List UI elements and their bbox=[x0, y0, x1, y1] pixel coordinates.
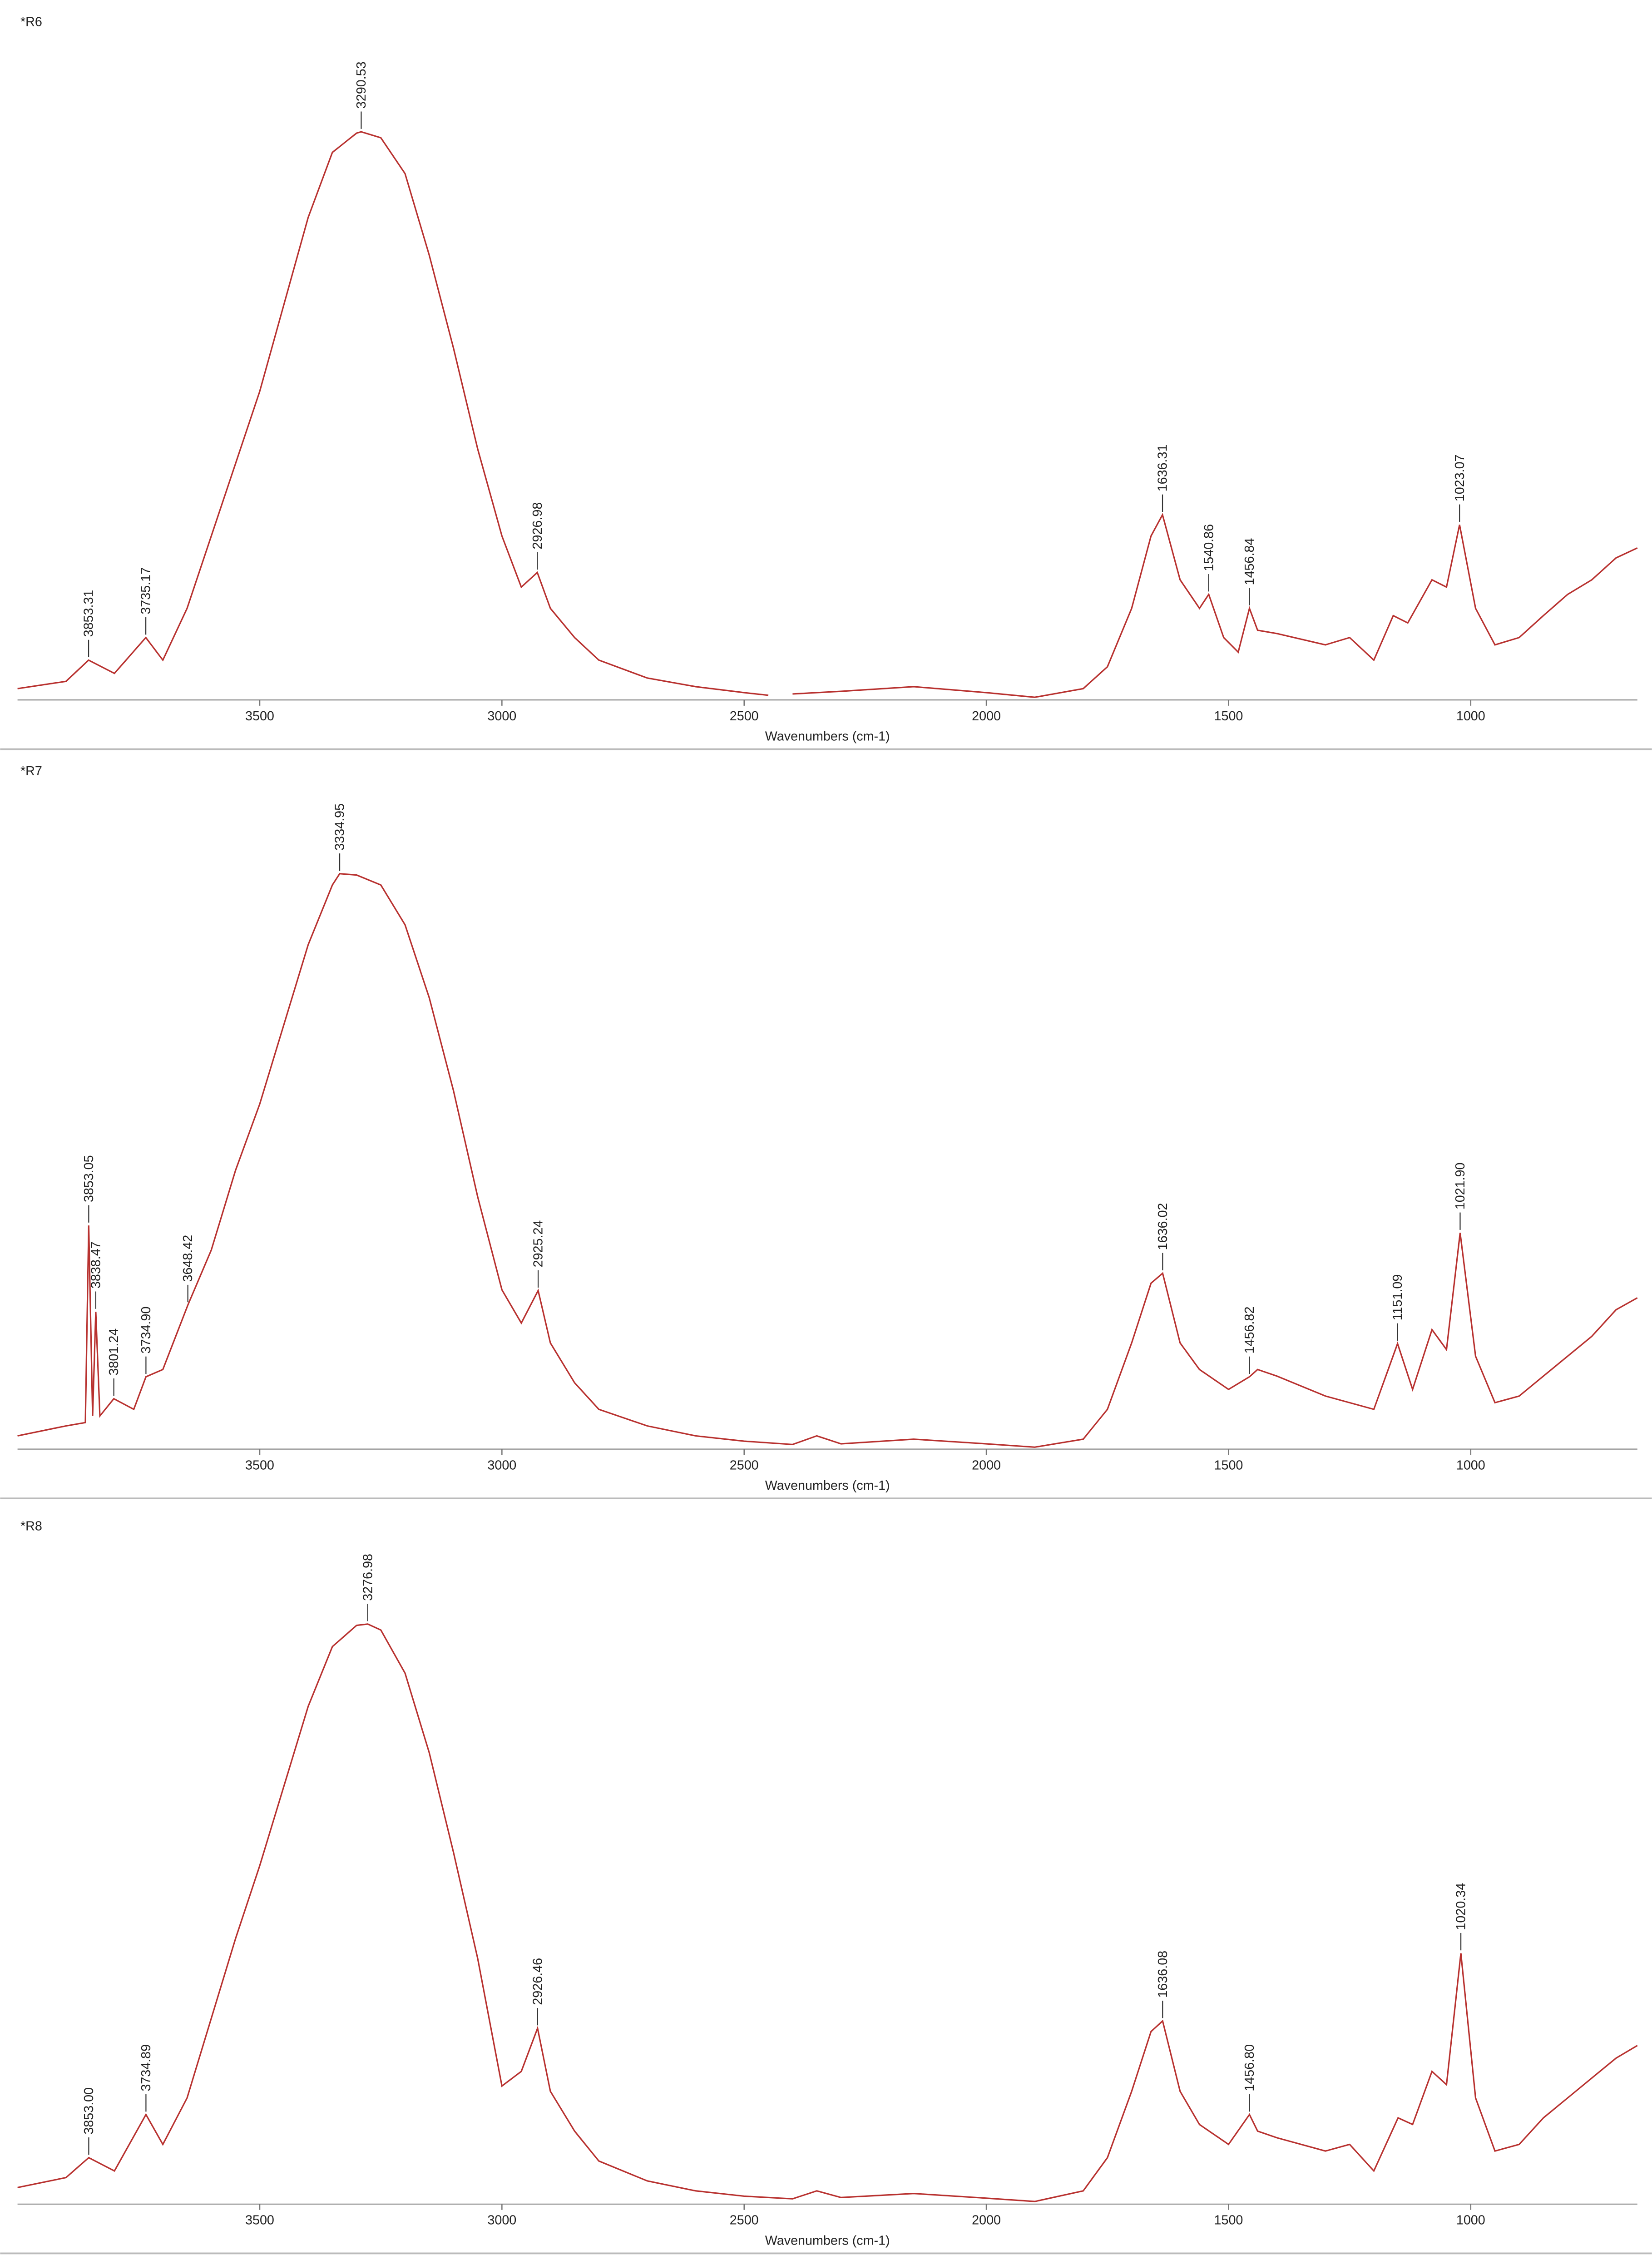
x-tick-label: 2500 bbox=[730, 709, 759, 724]
peak-label: 1636.02 bbox=[1156, 1203, 1170, 1250]
x-tick-label: 1000 bbox=[1456, 2213, 1485, 2228]
peak-label: 3734.89 bbox=[139, 2044, 153, 2092]
x-axis-label: Wavenumbers (cm-1) bbox=[765, 2233, 890, 2248]
x-tick-label: 1000 bbox=[1456, 709, 1485, 724]
peak-label: 3853.31 bbox=[82, 590, 96, 637]
x-tick-label: 3500 bbox=[245, 709, 274, 724]
peak-label: 3853.00 bbox=[82, 2087, 96, 2135]
chart-title: *R7 bbox=[20, 764, 42, 778]
x-axis-label: Wavenumbers (cm-1) bbox=[765, 1478, 890, 1493]
x-tick-label: 3000 bbox=[487, 2213, 516, 2228]
x-tick-label: 3000 bbox=[487, 1458, 516, 1472]
chart-title: *R8 bbox=[20, 1519, 42, 1533]
peak-label: 1456.82 bbox=[1242, 1307, 1257, 1354]
peak-label: 1636.31 bbox=[1156, 445, 1170, 492]
x-tick-label: 2500 bbox=[730, 1458, 759, 1472]
peak-label: 1636.08 bbox=[1156, 1951, 1170, 1998]
peak-label: 1021.90 bbox=[1453, 1162, 1468, 1209]
spectrum-line bbox=[17, 131, 1638, 698]
peak-label: 3334.95 bbox=[333, 803, 347, 851]
x-tick-label: 1000 bbox=[1456, 1458, 1485, 1472]
peak-label: 3801.24 bbox=[107, 1328, 121, 1376]
peak-label: 3853.05 bbox=[82, 1155, 96, 1202]
x-tick-label: 3500 bbox=[245, 2213, 274, 2228]
peak-label: 3648.42 bbox=[181, 1235, 195, 1282]
peak-label: 2926.98 bbox=[530, 502, 545, 550]
peak-label: 3290.53 bbox=[354, 61, 369, 109]
peak-label: 2925.24 bbox=[531, 1220, 546, 1268]
peak-label: 1456.80 bbox=[1242, 2044, 1257, 2092]
x-tick-label: 1500 bbox=[1214, 2213, 1243, 2228]
x-tick-label: 3000 bbox=[487, 709, 516, 724]
x-axis-label: Wavenumbers (cm-1) bbox=[765, 729, 890, 743]
peak-label: 3734.90 bbox=[139, 1307, 153, 1354]
peak-label: 3838.47 bbox=[89, 1241, 103, 1289]
x-tick-label: 2000 bbox=[972, 1458, 1001, 1472]
chart-title: *R6 bbox=[20, 15, 42, 29]
x-tick-label: 3500 bbox=[245, 1458, 274, 1472]
peak-label: 1020.34 bbox=[1454, 1883, 1469, 1930]
peak-label: 1540.86 bbox=[1202, 524, 1216, 571]
spectrum-line bbox=[17, 873, 1638, 1448]
peak-label: 3735.17 bbox=[139, 567, 153, 615]
peak-label: 1151.09 bbox=[1390, 1274, 1405, 1321]
peak-label: 1456.84 bbox=[1242, 538, 1257, 585]
x-tick-label: 2500 bbox=[730, 2213, 759, 2228]
spectrum-line bbox=[17, 1623, 1638, 2202]
x-tick-label: 2000 bbox=[972, 2213, 1001, 2228]
peak-label: 2926.46 bbox=[530, 1958, 545, 2005]
peak-label: 1023.07 bbox=[1453, 454, 1467, 501]
x-tick-label: 1500 bbox=[1214, 1458, 1243, 1472]
x-tick-label: 2000 bbox=[972, 709, 1001, 724]
x-tick-label: 1500 bbox=[1214, 709, 1243, 724]
peak-label: 3276.98 bbox=[361, 1554, 375, 1601]
